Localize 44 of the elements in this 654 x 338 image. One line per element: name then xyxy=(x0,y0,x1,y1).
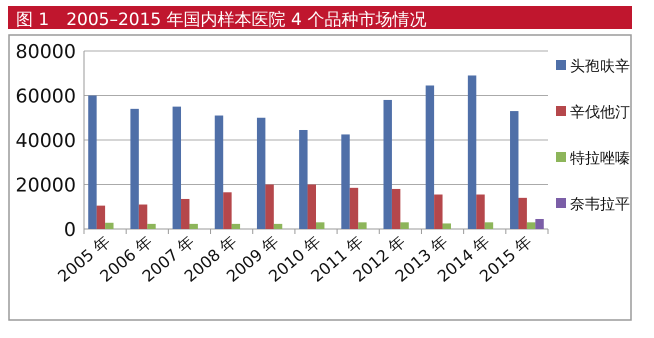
bar xyxy=(434,194,443,229)
bar xyxy=(468,75,476,229)
bar xyxy=(535,218,544,229)
legend-label: 奈韦拉平 xyxy=(570,195,630,213)
bar xyxy=(341,134,350,229)
y-tick-label: 40000 xyxy=(16,130,76,152)
bar xyxy=(308,184,316,229)
bar xyxy=(130,108,139,229)
legend-label: 特拉唑嗪 xyxy=(570,149,630,167)
bar xyxy=(138,204,148,229)
bar xyxy=(223,192,232,229)
bar xyxy=(350,188,358,229)
bar xyxy=(172,106,182,229)
bar xyxy=(400,222,409,229)
bar xyxy=(96,206,106,229)
bar xyxy=(147,224,156,229)
bar xyxy=(476,194,485,229)
bar xyxy=(105,222,114,229)
bar xyxy=(316,222,324,229)
legend-label: 头孢呋辛 xyxy=(570,57,630,75)
chart-title: 图 1 2005–2015 年国内样本医院 4 个品种市场情况 xyxy=(16,10,426,30)
bar xyxy=(518,198,527,229)
bar xyxy=(358,222,367,229)
bar xyxy=(265,184,274,229)
bar xyxy=(274,224,282,229)
bar xyxy=(189,224,198,229)
y-tick-label: 20000 xyxy=(16,174,76,196)
bar xyxy=(256,118,266,229)
bar xyxy=(442,223,451,229)
bar xyxy=(214,116,224,229)
legend-label: 辛伐他汀 xyxy=(570,103,630,121)
bar xyxy=(232,224,240,229)
bar xyxy=(510,111,518,229)
bar xyxy=(426,85,434,229)
bar xyxy=(484,222,494,229)
y-tick-label: 60000 xyxy=(16,86,76,108)
bar xyxy=(299,130,308,229)
bar xyxy=(181,198,190,229)
bar xyxy=(88,96,97,229)
y-tick-label: 80000 xyxy=(16,41,76,63)
bar xyxy=(392,188,400,229)
y-tick-label: 0 xyxy=(64,219,76,241)
bar xyxy=(526,222,536,229)
bar xyxy=(383,100,392,229)
